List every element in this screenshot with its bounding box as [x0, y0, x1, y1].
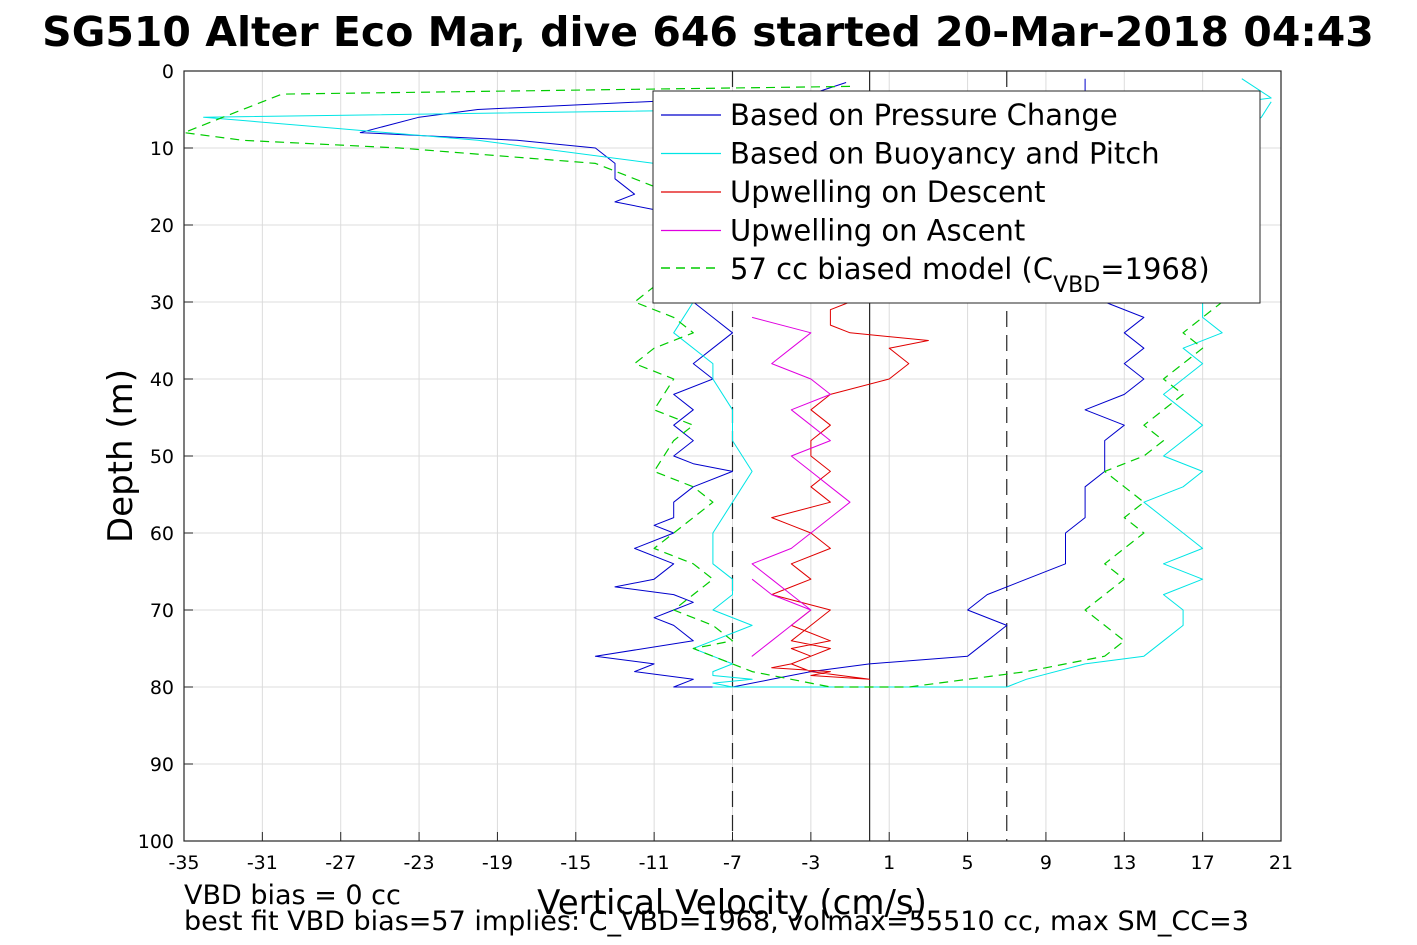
x-tick-label: -19: [482, 852, 513, 874]
x-tick-label: -11: [639, 852, 670, 874]
legend-label-model: 57 cc biased model (CVBD=1968): [730, 252, 1210, 298]
x-tick-label: -31: [247, 852, 278, 874]
x-tick-label: -7: [723, 852, 742, 874]
y-tick-label: 60: [150, 523, 174, 545]
legend-label: Upwelling on Ascent: [730, 214, 1025, 248]
legend-box: [652, 90, 1261, 304]
legend: Based on Pressure Change Based on Buoyanc…: [652, 90, 1261, 304]
x-tick-label: -35: [168, 852, 199, 874]
y-tick-label: 90: [150, 754, 174, 776]
x-tick-label: -15: [560, 852, 591, 874]
x-tick-label: -3: [801, 852, 820, 874]
x-axis-ticks: -35 -31 -27 -23 -19 -15 -11 -7 -3 1 5 9 13 17 21: [168, 832, 1293, 874]
legend-label: Upwelling on Descent: [730, 175, 1046, 209]
x-tick-label: 1: [883, 852, 895, 874]
footer-line-2: best fit VBD bias=57 implies: C_VBD=1968…: [184, 906, 1249, 937]
footer-line-1: VBD bias = 0 cc: [184, 880, 401, 911]
y-tick-label: 20: [150, 215, 174, 237]
x-tick-label: -27: [325, 852, 356, 874]
series-line-5: [184, 85, 1223, 688]
y-tick-label: 50: [150, 446, 174, 468]
x-tick-label: 5: [962, 852, 974, 874]
x-tick-label: -23: [404, 852, 435, 874]
legend-items: Based on Pressure Change Based on Buoyanc…: [661, 98, 1160, 248]
series-line-4: [751, 316, 851, 657]
y-tick-label: 40: [150, 369, 174, 391]
y-tick-label: 10: [150, 138, 174, 160]
y-axis-ticks: 0 10 20 30 40 50 60 70 80 90 100: [138, 61, 193, 853]
x-tick-label: 9: [1040, 852, 1052, 874]
legend-label: Based on Pressure Change: [730, 98, 1118, 132]
series-line-3: [771, 301, 929, 680]
x-tick-label: 13: [1112, 852, 1136, 874]
y-tick-label: 0: [162, 61, 174, 83]
x-tick-label: 21: [1269, 852, 1293, 874]
legend-label: Based on Buoyancy and Pitch: [730, 137, 1160, 171]
y-axis-label: Depth (m): [101, 369, 141, 543]
x-axis-label: Vertical Velocity (cm/s): [537, 883, 927, 923]
y-tick-label: 100: [138, 831, 174, 853]
y-tick-label: 80: [150, 677, 174, 699]
x-tick-label: 17: [1191, 852, 1215, 874]
y-tick-label: 30: [150, 292, 174, 314]
y-tick-label: 70: [150, 600, 174, 622]
chart-title: SG510 Alter Eco Mar, dive 646 started 20…: [42, 8, 1374, 56]
